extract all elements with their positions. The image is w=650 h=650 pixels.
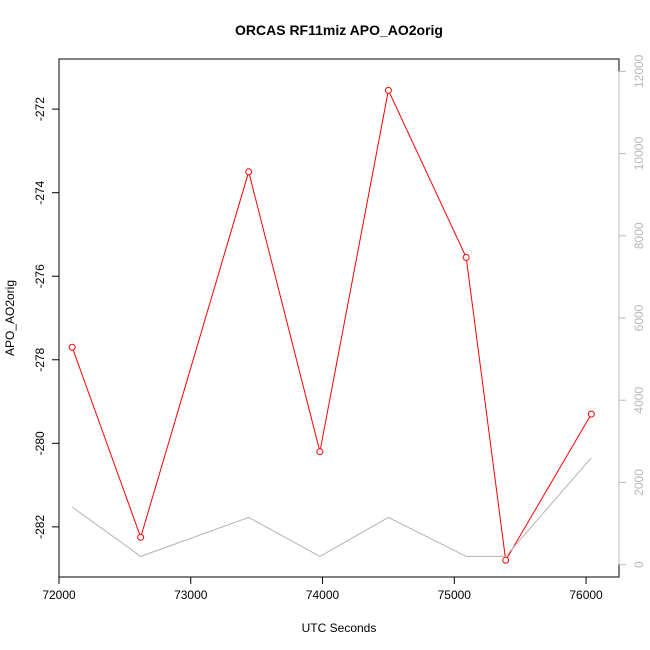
red-series-line (71, 88, 592, 562)
data-point-marker (587, 410, 595, 418)
data-point-marker (384, 86, 392, 94)
y-axis-label: APO_AO2orig (3, 280, 17, 356)
y2-tick-label: 0 (632, 561, 646, 568)
x-axis-label: UTC Seconds (302, 621, 377, 635)
x-tick-label: 72000 (42, 588, 76, 602)
x-axis: 72000 73000 74000 75000 76000 (42, 576, 603, 602)
y-tick-label: -282 (33, 515, 47, 539)
plot-frame (58, 58, 620, 578)
y2-tick-label: 4000 (632, 387, 646, 414)
x-tick-label: 76000 (569, 588, 603, 602)
x-tick-label: 74000 (306, 588, 340, 602)
y-tick-label: -272 (33, 97, 47, 121)
y2-axis-right: 0 2000 4000 6000 8000 10000 12000 (618, 54, 646, 568)
y2-tick-label: 12000 (632, 54, 646, 88)
x-tick-label: 75000 (438, 588, 472, 602)
gray-series-line (71, 457, 592, 557)
chart-title: ORCAS RF11miz APO_AO2orig (235, 22, 443, 38)
data-point-marker (137, 533, 145, 541)
y-tick-label: -276 (33, 264, 47, 288)
y2-tick-label: 6000 (632, 304, 646, 331)
data-point-marker (462, 253, 470, 261)
y2-tick-label: 2000 (632, 469, 646, 496)
data-point-marker (502, 556, 510, 564)
x-tick-label: 73000 (174, 588, 208, 602)
y-tick-label: -280 (33, 431, 47, 455)
y2-tick-label: 10000 (632, 137, 646, 171)
data-point-marker (316, 448, 324, 456)
y-tick-label: -278 (33, 347, 47, 371)
y2-tick-label: 8000 (632, 222, 646, 249)
data-point-marker (68, 343, 76, 351)
series-layer (68, 86, 595, 564)
data-point-marker (245, 168, 253, 176)
y-axis: -282 -280 -278 -276 -274 -272 (33, 97, 60, 539)
y-tick-label: -274 (33, 180, 47, 204)
